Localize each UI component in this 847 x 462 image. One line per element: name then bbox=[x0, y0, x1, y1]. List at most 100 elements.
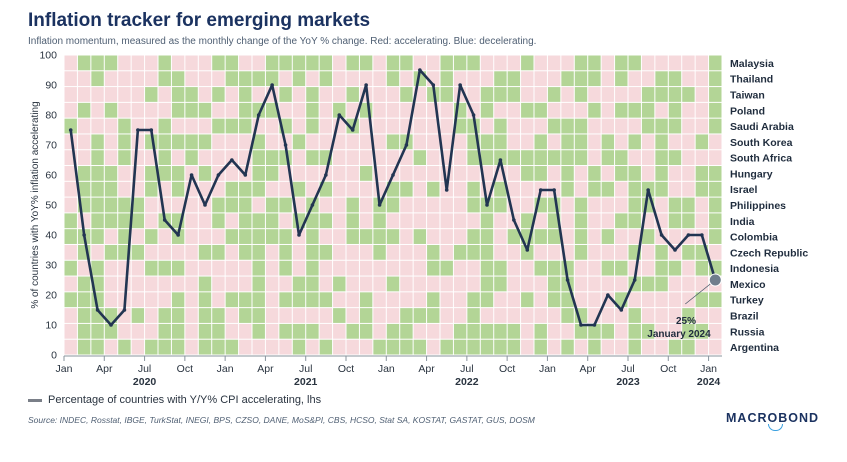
heatmap-cell bbox=[655, 276, 668, 292]
x-year-label: 2023 bbox=[616, 376, 640, 388]
heatmap-cell bbox=[655, 339, 668, 355]
heatmap-cell bbox=[440, 102, 453, 118]
heatmap-cell bbox=[453, 213, 467, 229]
heatmap-cell bbox=[547, 229, 561, 244]
heatmap-cell bbox=[265, 292, 279, 308]
country-label: Turkey bbox=[730, 295, 764, 307]
series-point bbox=[377, 203, 382, 207]
heatmap-cell bbox=[306, 71, 319, 87]
heatmap-cell bbox=[588, 213, 601, 229]
heatmap-cell bbox=[547, 197, 561, 213]
heatmap-cell bbox=[171, 339, 185, 355]
heatmap-cell bbox=[225, 244, 239, 260]
heatmap-cell bbox=[225, 213, 239, 229]
heatmap-cell bbox=[104, 134, 118, 150]
heatmap-cell bbox=[118, 150, 131, 166]
x-tick-label: Jan bbox=[56, 363, 73, 375]
heatmap-cell bbox=[574, 276, 588, 292]
heatmap-cell bbox=[104, 150, 118, 166]
heatmap-cell bbox=[695, 292, 709, 308]
heatmap-cell bbox=[171, 308, 185, 323]
country-label: Philippines bbox=[730, 200, 786, 212]
heatmap-cell bbox=[507, 276, 521, 292]
heatmap-cell bbox=[467, 339, 480, 355]
heatmap-cell bbox=[507, 150, 521, 166]
heatmap-cell bbox=[601, 134, 615, 150]
heatmap-cell bbox=[547, 166, 561, 181]
heatmap-cell bbox=[574, 260, 588, 276]
heatmap-cell bbox=[333, 229, 346, 244]
heatmap-cell bbox=[292, 308, 306, 323]
heatmap-cell bbox=[668, 323, 682, 339]
heatmap-cell bbox=[601, 276, 615, 292]
heatmap-cell bbox=[239, 197, 252, 213]
heatmap-cell bbox=[265, 71, 279, 87]
heatmap-cell bbox=[413, 181, 427, 197]
heatmap-cell bbox=[682, 308, 695, 323]
heatmap-cell bbox=[171, 276, 185, 292]
heatmap-cell bbox=[534, 71, 547, 87]
series-point bbox=[444, 188, 449, 192]
heatmap-cell bbox=[118, 197, 131, 213]
heatmap-cell bbox=[440, 134, 453, 150]
heatmap-cell bbox=[212, 102, 225, 118]
heatmap-cell bbox=[682, 87, 695, 102]
heatmap-cell bbox=[480, 150, 494, 166]
heatmap-cell bbox=[306, 150, 319, 166]
heatmap-cell bbox=[359, 213, 373, 229]
heatmap-cell bbox=[709, 134, 722, 150]
heatmap-cell bbox=[628, 55, 641, 71]
heatmap-cell bbox=[400, 213, 413, 229]
heatmap-cell bbox=[279, 55, 292, 71]
heatmap-cell bbox=[695, 339, 709, 355]
heatmap-cell bbox=[588, 323, 601, 339]
heatmap-cell bbox=[104, 118, 118, 134]
heatmap-cell bbox=[480, 71, 494, 87]
heatmap-cell bbox=[561, 197, 574, 213]
heatmap-cell bbox=[91, 213, 104, 229]
legend-line-swatch bbox=[28, 398, 42, 402]
heatmap-cell bbox=[547, 292, 561, 308]
series-point bbox=[606, 293, 610, 297]
heatmap-cell bbox=[306, 166, 319, 181]
heatmap-cell bbox=[239, 308, 252, 323]
heatmap-cell bbox=[695, 276, 709, 292]
heatmap-cell bbox=[373, 308, 386, 323]
heatmap-cell bbox=[386, 71, 400, 87]
heatmap-cell bbox=[198, 55, 212, 71]
heatmap-cell bbox=[292, 71, 306, 87]
heatmap-cell bbox=[346, 244, 359, 260]
heatmap-cell bbox=[641, 55, 655, 71]
heatmap-cell bbox=[467, 292, 480, 308]
country-label: Malaysia bbox=[730, 58, 774, 70]
heatmap-cell bbox=[104, 292, 118, 308]
heatmap-cell bbox=[171, 118, 185, 134]
series-point bbox=[270, 83, 274, 87]
country-label: Saudi Arabia bbox=[730, 121, 794, 133]
heatmap-cell bbox=[292, 134, 306, 150]
heatmap-cell bbox=[668, 55, 682, 71]
heatmap-cell bbox=[145, 339, 158, 355]
y-tick-label: 10 bbox=[45, 320, 57, 332]
heatmap-cell bbox=[359, 150, 373, 166]
heatmap-cell bbox=[655, 134, 668, 150]
heatmap-cell bbox=[453, 339, 467, 355]
heatmap-cell bbox=[386, 55, 400, 71]
heatmap-cell bbox=[507, 323, 521, 339]
heatmap-cell bbox=[145, 244, 158, 260]
x-tick-label: Jul bbox=[621, 363, 634, 375]
heatmap-cell bbox=[682, 55, 695, 71]
series-point bbox=[230, 158, 234, 162]
heatmap-cell bbox=[507, 308, 521, 323]
heatmap-cell bbox=[453, 260, 467, 276]
heatmap-cell bbox=[118, 87, 131, 102]
heatmap-cell bbox=[480, 87, 494, 102]
heatmap-cell bbox=[574, 71, 588, 87]
heatmap-cell bbox=[453, 181, 467, 197]
heatmap-cell bbox=[64, 71, 77, 87]
heatmap-cell bbox=[480, 55, 494, 71]
heatmap-cell bbox=[118, 166, 131, 181]
heatmap-cell bbox=[386, 292, 400, 308]
heatmap-cell bbox=[77, 87, 91, 102]
country-label: Thailand bbox=[730, 74, 773, 86]
